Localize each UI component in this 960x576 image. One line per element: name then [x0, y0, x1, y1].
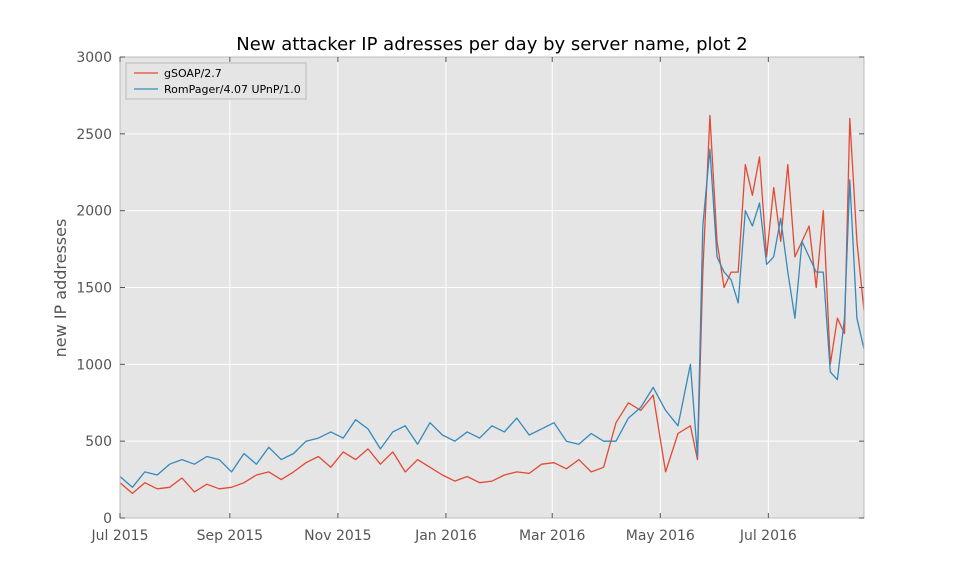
x-tick-label: Nov 2015: [304, 528, 371, 544]
legend-label-gsoap: gSOAP/2.7: [164, 67, 222, 80]
legend-box: [125, 62, 307, 100]
y-tick-label: 3000: [76, 50, 112, 66]
y-tick-label: 2500: [76, 127, 112, 143]
y-tick-labels: 0 500 1000 1500 2000 2500 3000: [76, 50, 112, 527]
x-tick-labels: Jul 2015 Sep 2015 Nov 2015 Jan 2016 Mar 2016…: [91, 528, 797, 544]
series-line-rompager: [119, 148, 865, 488]
legend: gSOAP/2.7 RomPager/4.07 UPnP/1.0: [125, 62, 307, 100]
y-tick-label: 500: [85, 434, 112, 450]
axis-ticks: [119, 56, 864, 519]
x-tick-label: Mar 2016: [519, 528, 586, 544]
y-tick-label: 1500: [76, 281, 112, 297]
x-tick-label: Jan 2016: [414, 528, 477, 544]
series-lines: [119, 114, 865, 495]
x-tick-label: Jul 2016: [739, 528, 797, 544]
legend-label-rompager: RomPager/4.07 UPnP/1.0: [164, 83, 301, 96]
x-tick-label: Sep 2015: [197, 528, 263, 544]
y-axis-title: new IP addresses: [51, 219, 70, 358]
y-tick-label: 1000: [76, 357, 112, 373]
x-tick-label: May 2016: [626, 528, 695, 544]
x-tick-label: Jul 2015: [91, 528, 149, 544]
y-tick-label: 0: [103, 511, 112, 527]
chart-title: New attacker IP adresses per day by serv…: [236, 34, 748, 55]
y-tick-label: 2000: [76, 204, 112, 220]
